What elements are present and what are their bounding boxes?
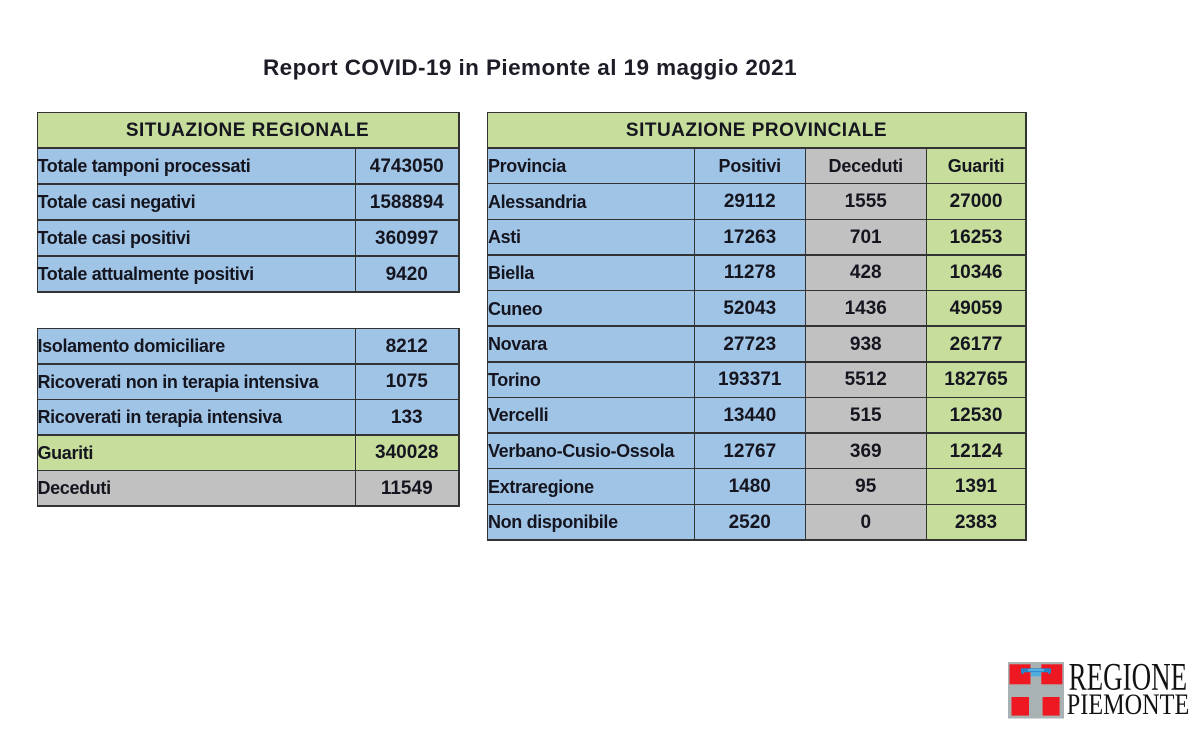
svg-text:PIEMONTE: PIEMONTE bbox=[1067, 689, 1190, 721]
svg-text:REGIONE: REGIONE bbox=[1069, 655, 1188, 699]
